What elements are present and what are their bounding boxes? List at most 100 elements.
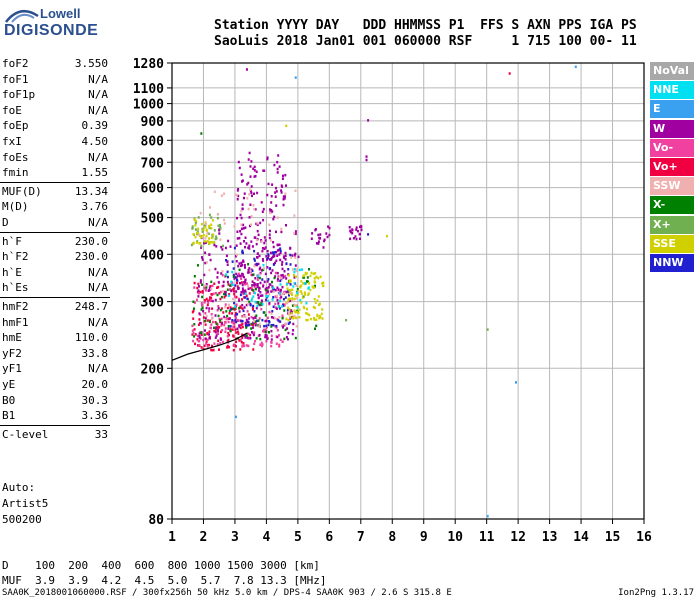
echo-point xyxy=(221,273,224,277)
echo-point xyxy=(205,297,208,301)
echo-point xyxy=(251,288,254,291)
echo-point xyxy=(317,240,320,243)
echo-point xyxy=(232,344,235,347)
echo-point xyxy=(237,160,240,164)
echo-point xyxy=(291,268,294,271)
echo-point xyxy=(275,190,278,193)
echo-point xyxy=(252,348,255,351)
echo-point xyxy=(315,242,318,245)
echo-point xyxy=(244,266,246,269)
echo-point xyxy=(249,165,252,168)
echo-point xyxy=(192,309,195,313)
echo-point xyxy=(305,280,308,283)
echo-point xyxy=(247,207,250,211)
echo-point xyxy=(235,340,238,344)
echo-point xyxy=(238,297,240,301)
x-tick-label: 11 xyxy=(479,530,495,545)
echo-point xyxy=(201,295,204,299)
echo-point xyxy=(201,291,204,294)
echo-point-outlier xyxy=(365,155,368,158)
echo-point xyxy=(198,344,201,347)
echo-point xyxy=(242,227,245,230)
echo-point xyxy=(247,270,250,274)
echo-point xyxy=(234,276,237,279)
echo-point xyxy=(318,302,321,306)
echo-point xyxy=(267,182,270,186)
echo-point xyxy=(250,299,253,302)
echo-point xyxy=(257,289,260,292)
echo-point xyxy=(236,253,238,257)
echo-point xyxy=(223,292,226,296)
echo-point xyxy=(249,203,252,206)
echo-point xyxy=(241,272,244,276)
echo-point xyxy=(199,211,202,215)
echo-point xyxy=(293,214,296,217)
echo-point xyxy=(325,232,328,235)
echo-point xyxy=(273,215,276,219)
echo-point xyxy=(208,333,210,336)
echo-point xyxy=(291,297,294,300)
param-label: foF1p xyxy=(2,88,36,102)
echo-point xyxy=(286,287,289,290)
echo-point xyxy=(298,316,301,319)
echo-point xyxy=(241,319,244,323)
echo-point xyxy=(308,268,310,271)
echo-point xyxy=(233,290,235,293)
chart-trace xyxy=(171,332,248,361)
echo-point xyxy=(270,256,273,260)
echo-point xyxy=(212,241,215,244)
echo-point xyxy=(232,325,235,328)
echo-point xyxy=(293,309,296,312)
echo-point xyxy=(238,299,241,302)
echo-point xyxy=(213,243,216,247)
echo-point xyxy=(280,191,283,194)
echo-point xyxy=(219,320,222,324)
echo-point xyxy=(313,297,316,301)
echo-point xyxy=(254,208,257,211)
echo-point xyxy=(255,322,257,325)
echo-point xyxy=(272,263,275,266)
echo-point xyxy=(289,253,292,257)
echo-point xyxy=(284,173,287,177)
echo-point xyxy=(318,316,321,320)
echo-point xyxy=(250,315,253,319)
echo-point xyxy=(223,218,226,222)
echo-point xyxy=(197,282,200,286)
echo-point xyxy=(310,237,313,240)
echo-point xyxy=(283,291,286,294)
echo-point xyxy=(217,224,220,227)
echo-point xyxy=(237,272,240,276)
echo-point xyxy=(241,207,244,211)
echo-point xyxy=(208,242,211,245)
echo-point xyxy=(213,329,216,333)
echo-point xyxy=(218,317,221,321)
echo-point xyxy=(242,342,245,345)
echo-point xyxy=(214,267,217,271)
echo-point xyxy=(208,336,211,340)
param-row-d: D N/A xyxy=(2,215,108,231)
echo-point xyxy=(260,201,263,204)
echo-point xyxy=(266,266,269,269)
echo-point xyxy=(194,235,197,239)
echo-point xyxy=(360,225,363,229)
echo-point xyxy=(236,330,239,333)
param-value: 3.550 xyxy=(74,57,108,70)
echo-point xyxy=(240,232,243,236)
echo-point xyxy=(220,338,222,341)
param-label: fxI xyxy=(2,135,22,148)
echo-point xyxy=(257,262,260,266)
echo-point xyxy=(267,299,269,302)
echo-point xyxy=(254,287,257,291)
echo-point xyxy=(239,293,242,297)
echo-point xyxy=(292,322,295,326)
echo-point xyxy=(197,289,200,292)
echo-point xyxy=(260,341,263,345)
echo-point xyxy=(273,254,276,257)
echo-point xyxy=(200,236,203,239)
echo-point xyxy=(234,305,237,308)
echo-point xyxy=(244,279,247,282)
legend-item-vo-: Vo- xyxy=(650,138,694,157)
echo-point xyxy=(292,285,295,288)
echo-point xyxy=(203,344,206,347)
echo-point xyxy=(250,322,253,326)
